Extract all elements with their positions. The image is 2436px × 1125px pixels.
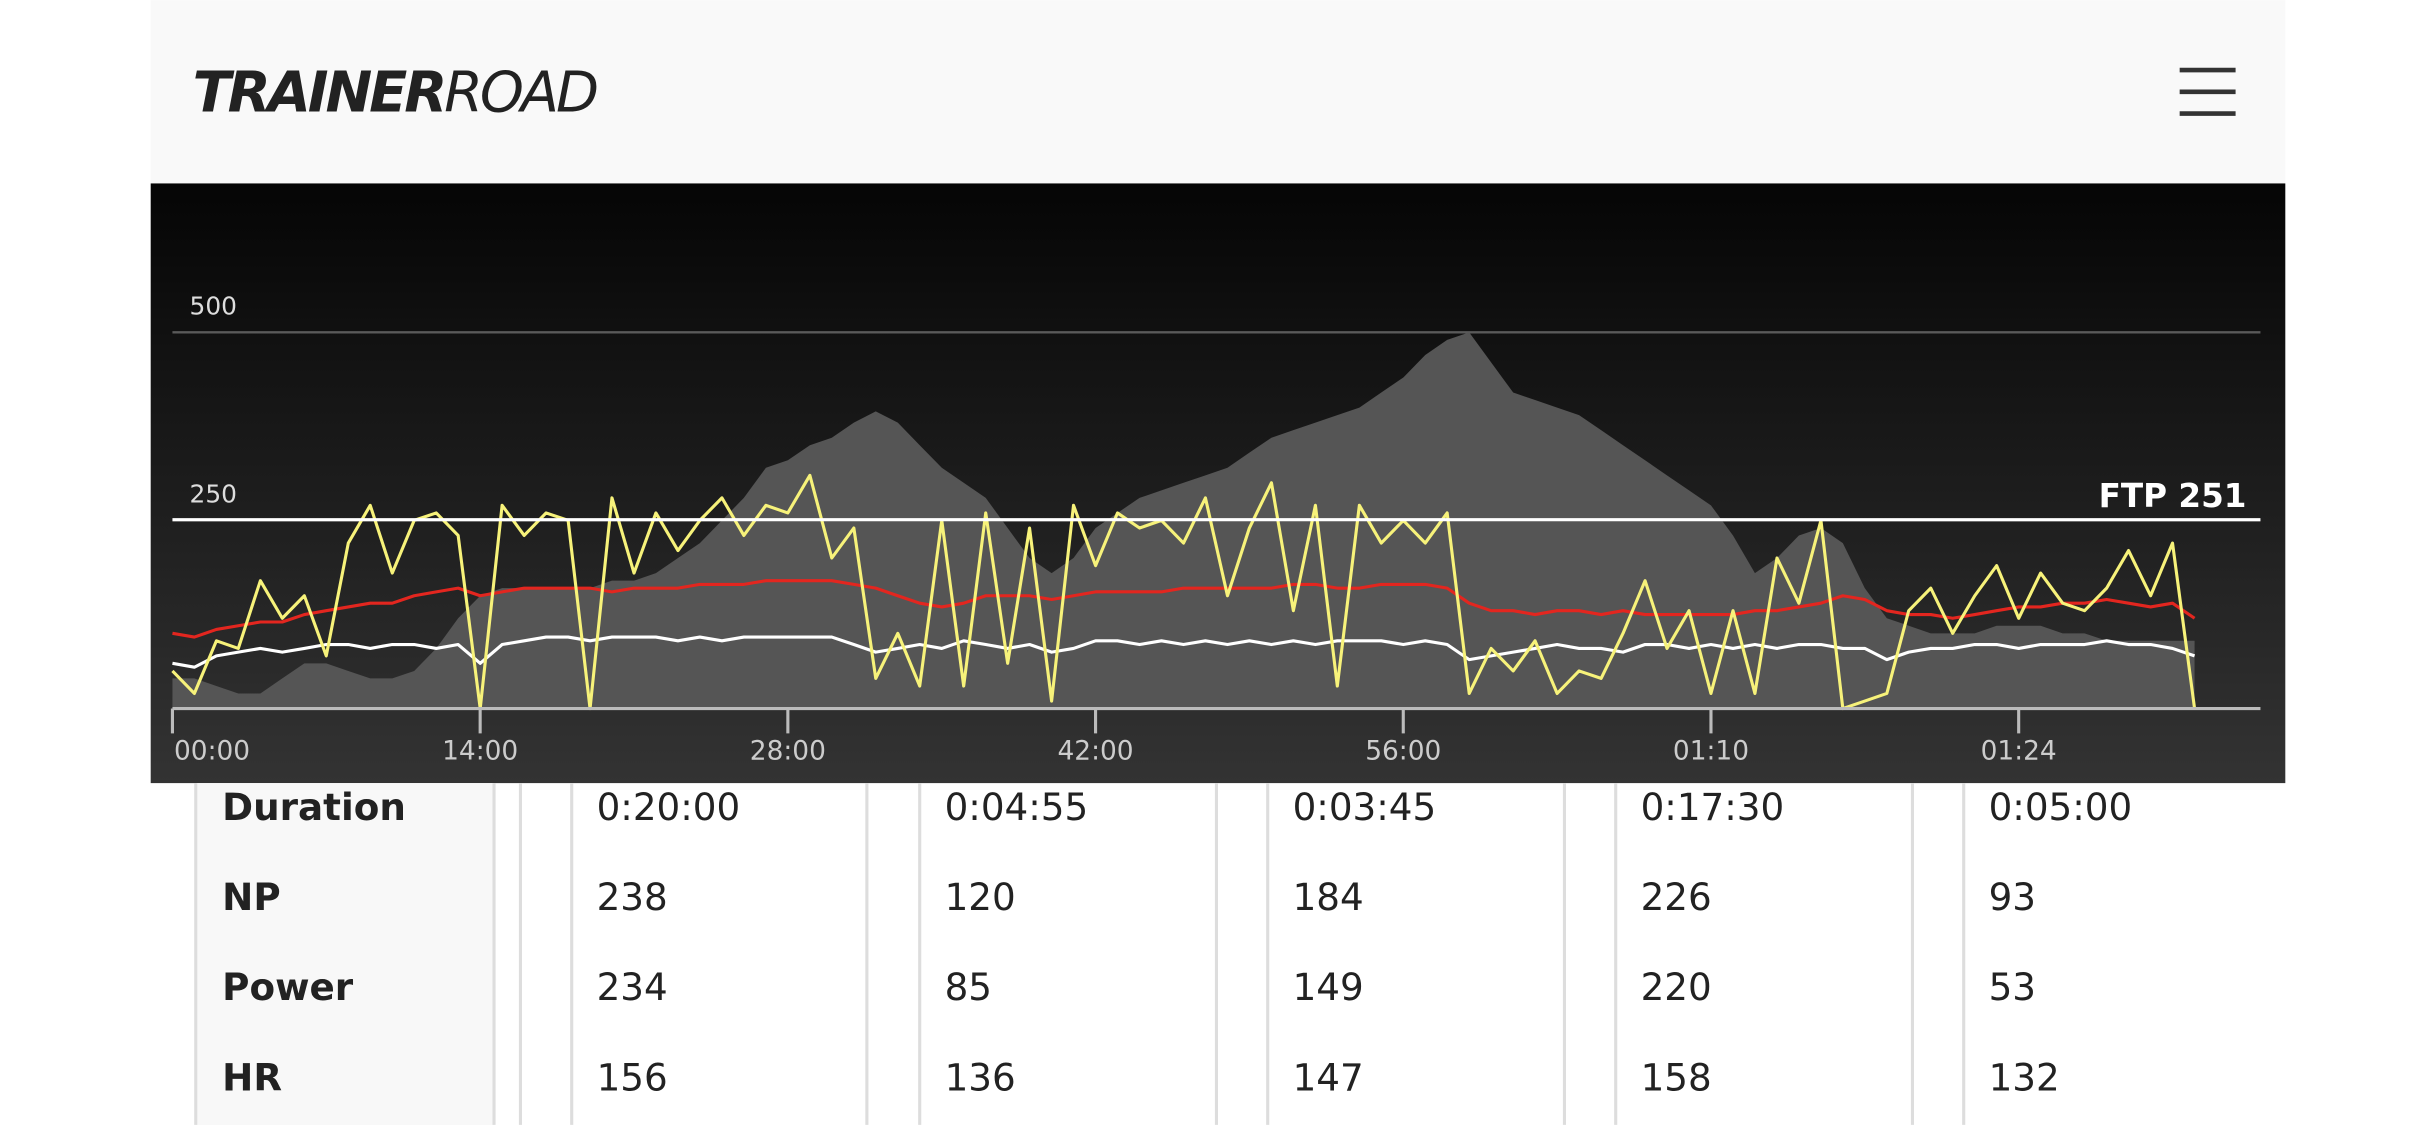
logo-light: ROAD [444, 61, 597, 126]
cell: 147 [1293, 1055, 1364, 1099]
cell: 184 [1293, 875, 1364, 919]
line [171, 473, 2197, 711]
line [172, 579, 2196, 639]
cell: 0:20:00 [597, 785, 741, 829]
x-tick-label: 01:10 [1673, 736, 1749, 767]
cell: 85 [945, 965, 992, 1009]
x-tick-label: 14:00 [442, 736, 518, 767]
header-bar [150, 0, 2286, 184]
cell: 0:03:45 [1293, 785, 1437, 829]
x-tick-label: 00:00 [174, 736, 250, 767]
row-label: Power [222, 965, 354, 1009]
y-tick-label: 500 [190, 291, 237, 320]
logo[interactable]: TRAINERROAD [193, 61, 600, 126]
x-tick-label: 56:00 [1365, 736, 1441, 767]
menu-icon[interactable] [2179, 67, 2236, 116]
cell: 149 [1293, 965, 1364, 1009]
row-label: Duration [222, 785, 406, 829]
y-tick-label: 250 [190, 480, 237, 509]
row-label: NP [222, 875, 281, 919]
cell: 234 [597, 965, 668, 1009]
cell: 158 [1641, 1055, 1712, 1099]
cell: 226 [1641, 875, 1712, 919]
cell: 0:17:30 [1641, 785, 1785, 829]
x-tick-label: 28:00 [750, 736, 826, 767]
row-label: HR [222, 1055, 282, 1099]
cell: 0:05:00 [1989, 785, 2133, 829]
line [172, 635, 2196, 669]
logo-bold: TRAINER [193, 61, 445, 126]
cell: 0:04:55 [945, 785, 1089, 829]
chart: 250 500 FTP 251 00:00 14:00 28:00 42:00 56:00 01… [170, 291, 2261, 767]
table: Duration 0:20:00 0:04:55 0:03:45 0:17:30 0:05… [194, 783, 2133, 1125]
cell: 220 [1641, 965, 1712, 1009]
cell: 132 [1989, 1055, 2060, 1099]
cell: 120 [945, 875, 1016, 919]
x-tick-label: 42:00 [1058, 736, 1134, 767]
row-header-column [195, 783, 495, 1125]
cell: 93 [1989, 875, 2036, 919]
ftp-label: FTP 251 [2099, 477, 2247, 515]
cell: 136 [945, 1055, 1016, 1099]
cell: 53 [1989, 965, 2036, 1009]
x-tick-label: 01:24 [1981, 736, 2057, 767]
cell: 156 [597, 1055, 668, 1099]
cell: 238 [597, 875, 668, 919]
